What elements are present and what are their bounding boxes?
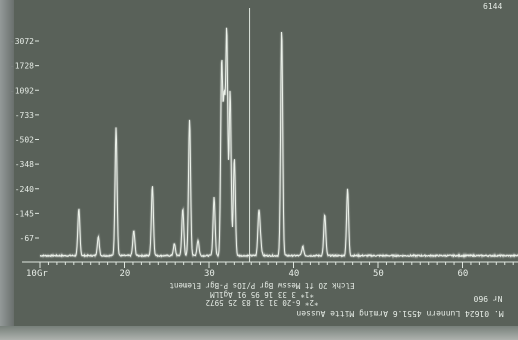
x-tick-label: 50 bbox=[373, 269, 384, 279]
y-tick-label: -3072 bbox=[10, 37, 34, 46]
y-tick-label: -502 bbox=[15, 136, 34, 145]
y-tick-label: -67 bbox=[20, 234, 35, 243]
photo-bottom-edge bbox=[0, 326, 518, 340]
top-right-value: 6144 bbox=[483, 2, 502, 11]
y-axis: -3072 -1728 -1092 -733 -502 -348 -240 -145 -67 bbox=[10, 37, 39, 243]
x-axis-unit: Gr bbox=[37, 269, 48, 279]
spectrum-trace bbox=[39, 27, 518, 258]
footer-description: M. 01624 Lunnern 4551.6 Arming Mitte Aus… bbox=[296, 309, 503, 318]
footer-number: Nr 960 bbox=[473, 294, 502, 303]
table-row-1: *1* 3 33 16 95 91 Ag1LM bbox=[210, 290, 314, 299]
table-header: Elchk 2O ft Messw Bgr P/IOs P-Bgr Elemen… bbox=[169, 281, 354, 290]
y-tick-label: -733 bbox=[15, 111, 34, 120]
x-tick-label: 40 bbox=[289, 269, 300, 279]
y-tick-label: -348 bbox=[15, 160, 34, 169]
peak-point-12 bbox=[223, 108, 225, 110]
y-tick-label: -145 bbox=[15, 209, 34, 218]
y-tick-label: -1092 bbox=[10, 86, 34, 95]
monitor-bezel bbox=[0, 0, 14, 340]
table-row-2: *2* 6-20 31 31 83 25 5972 bbox=[206, 298, 319, 307]
x-tick-label: 60 bbox=[458, 269, 469, 279]
x-tick-label: 20 bbox=[120, 269, 131, 279]
x-tick-label: 30 bbox=[204, 269, 215, 279]
y-tick-label: -240 bbox=[15, 185, 34, 194]
x-tick-label: 10 bbox=[26, 269, 37, 279]
spectrum-trace-glow bbox=[39, 27, 518, 260]
y-tick-label: -1728 bbox=[10, 62, 34, 71]
x-axis: 10 20 30 40 50 60 bbox=[26, 262, 514, 279]
